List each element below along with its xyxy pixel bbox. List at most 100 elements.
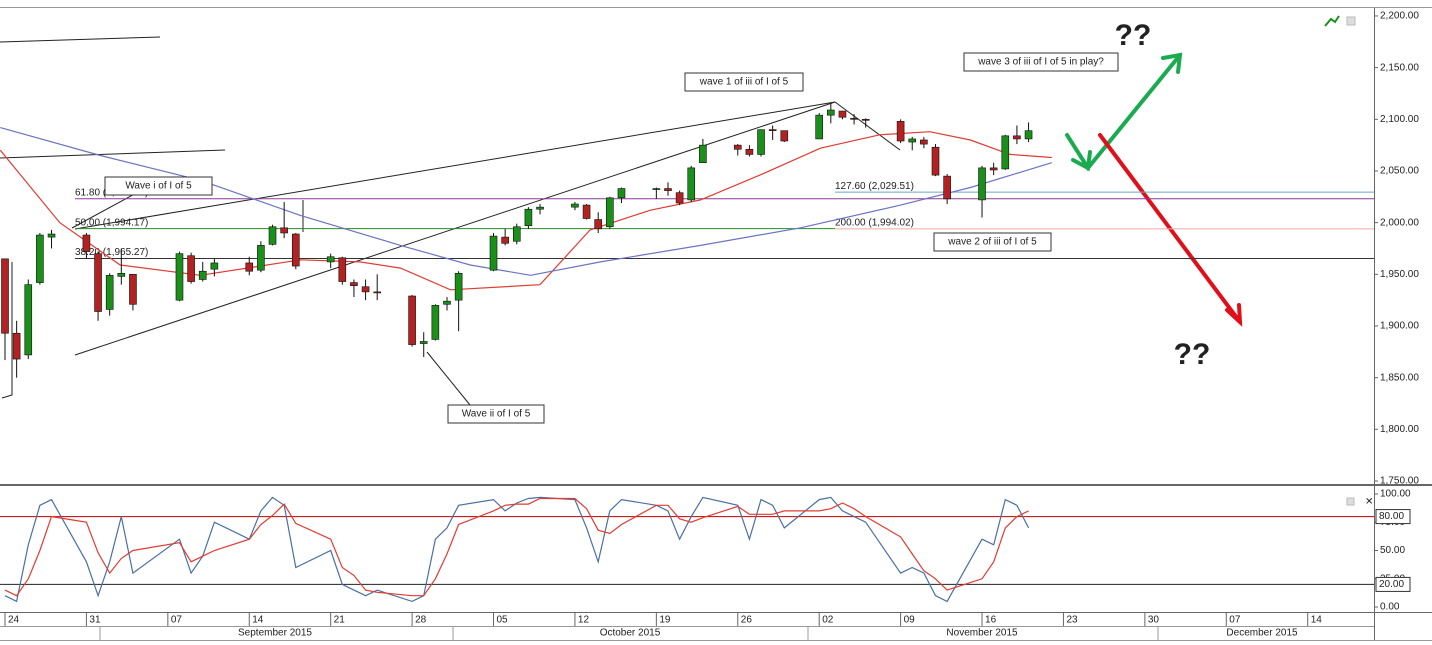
candle-body (280, 227, 288, 234)
candle-body (268, 226, 277, 245)
annotation-box (104, 176, 213, 196)
candle-body (1, 258, 9, 334)
candle-body (361, 286, 370, 293)
candle-body (536, 206, 544, 210)
candle-body (512, 226, 521, 242)
y-tick-label: 1,750.00 (1380, 476, 1419, 487)
month-label: December 2015 (1226, 628, 1298, 639)
question-mark: ?? (1174, 338, 1211, 371)
candle-body (408, 295, 416, 345)
connector (71, 190, 141, 229)
candle-body (129, 274, 137, 305)
candle-body (501, 236, 509, 244)
candle-body (489, 235, 498, 271)
y-tick-label: 2,100.00 (1380, 114, 1419, 125)
candle-body (1013, 135, 1021, 140)
annotation: wave 1 of iii of I of 5 (699, 77, 789, 88)
candle-body (24, 284, 33, 356)
icon (1346, 16, 1356, 26)
trend-line (834, 101, 901, 151)
candle-body (757, 129, 765, 155)
y-tick-label: 1,900.00 (1380, 321, 1419, 332)
y-tick-label: 1,950.00 (1380, 269, 1419, 280)
candle-body (47, 233, 56, 238)
candle-body (419, 341, 428, 344)
candle-body (338, 257, 347, 282)
candle-body (431, 305, 440, 340)
candle-body (664, 188, 672, 191)
candle-body (582, 204, 591, 219)
candle-body (454, 272, 463, 301)
candle-body (571, 203, 579, 208)
candle-body (920, 139, 928, 145)
candle-body (606, 197, 614, 228)
candle-body (908, 138, 917, 143)
x-tick-label: 07 (1229, 615, 1241, 626)
candle-body (617, 188, 626, 199)
connector (426, 351, 471, 406)
y-tick-label: 2,000.00 (1380, 217, 1419, 228)
fib-label: 50.00 (1,994.17) (75, 217, 148, 228)
candle-body (896, 121, 905, 142)
level-label: 80.00 (1379, 511, 1404, 522)
candle-body (652, 188, 661, 190)
candle-body (524, 208, 533, 227)
x-tick-label: 14 (252, 615, 264, 626)
fib-label: 38.20 (1,965.27) (75, 247, 148, 258)
y-tick-label: 2,050.00 (1380, 166, 1419, 177)
annotation-box (963, 52, 1119, 72)
candle-body (12, 332, 21, 360)
candle-body (745, 148, 754, 155)
candle-body (675, 192, 684, 204)
x-tick-label: 26 (741, 615, 753, 626)
candle-body (326, 256, 335, 263)
candle-body (838, 110, 847, 118)
candle-body (733, 144, 742, 150)
green-arrow (1065, 52, 1183, 172)
annotation: wave 3 of iii of I of 5 in play? (977, 57, 1104, 68)
x-tick-label: 05 (497, 615, 509, 626)
level-label: 20.00 (1379, 579, 1404, 590)
level-label-box (1375, 509, 1411, 525)
candle-body (978, 167, 986, 201)
month-label: September 2015 (238, 628, 312, 639)
oscillator-line (4, 497, 1029, 597)
candle-body (989, 167, 998, 171)
candle-body (931, 146, 940, 176)
candle-body (1024, 130, 1033, 140)
channel-line (74, 101, 836, 230)
candle-body (82, 234, 91, 252)
candle-body (373, 291, 382, 294)
x-tick-label: 16 (985, 615, 997, 626)
icon: ✕ (1365, 497, 1373, 508)
candle-body (861, 119, 870, 121)
y-tick-label: 2,150.00 (1380, 62, 1419, 73)
level-label-box (1375, 576, 1411, 592)
y-tick-label: 0.00 (1380, 602, 1400, 613)
oscillator-line (4, 496, 1030, 603)
x-tick-label: 21 (334, 615, 346, 626)
x-tick-label: 07 (171, 615, 183, 626)
annotation-box (684, 72, 804, 92)
trend-line (0, 36, 161, 43)
candle-body (943, 175, 951, 200)
candle-body (827, 109, 835, 116)
trend-line (0, 149, 226, 159)
candle-body (257, 245, 265, 271)
icon (1324, 15, 1340, 27)
candle-body (36, 234, 44, 283)
x-tick-label: 28 (415, 615, 427, 626)
candle-body (594, 219, 602, 230)
candle-body (687, 167, 696, 201)
y-tick-label: 1,800.00 (1380, 424, 1419, 435)
x-tick-label: 23 (1066, 615, 1078, 626)
candle-body (443, 300, 451, 305)
y-tick-label: 1,850.00 (1380, 372, 1419, 383)
annotation: Wave i of I of 5 (125, 181, 192, 192)
candle-body (175, 253, 184, 301)
candle-body (699, 144, 707, 164)
candle-body (210, 262, 219, 270)
y-tick-label: 50.00 (1380, 545, 1405, 556)
